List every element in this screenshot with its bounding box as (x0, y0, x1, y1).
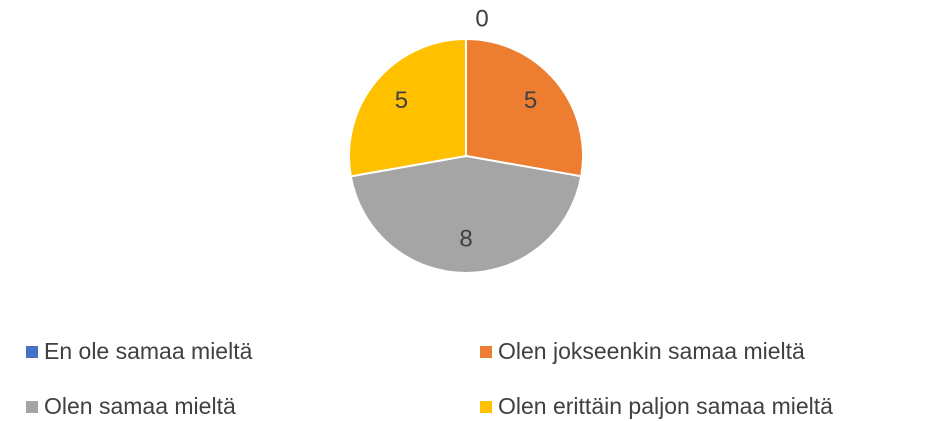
legend-marker (26, 346, 38, 358)
legend-marker (480, 346, 492, 358)
legend-label: Olen samaa mieltä (44, 393, 236, 419)
legend-label: Olen jokseenkin samaa mieltä (498, 338, 805, 364)
legend-marker (480, 401, 492, 413)
pie-slice (465, 37, 584, 178)
legend-marker (26, 401, 38, 413)
pie-slice (349, 154, 583, 274)
data-label: 8 (459, 226, 472, 253)
data-label: 5 (524, 87, 537, 114)
legend-label: En ole samaa mieltä (44, 338, 253, 364)
pie-slice (348, 37, 467, 178)
data-label: 5 (395, 87, 408, 114)
data-label: 0 (475, 5, 488, 32)
legend-label: Olen erittäin paljon samaa mieltä (498, 393, 833, 419)
